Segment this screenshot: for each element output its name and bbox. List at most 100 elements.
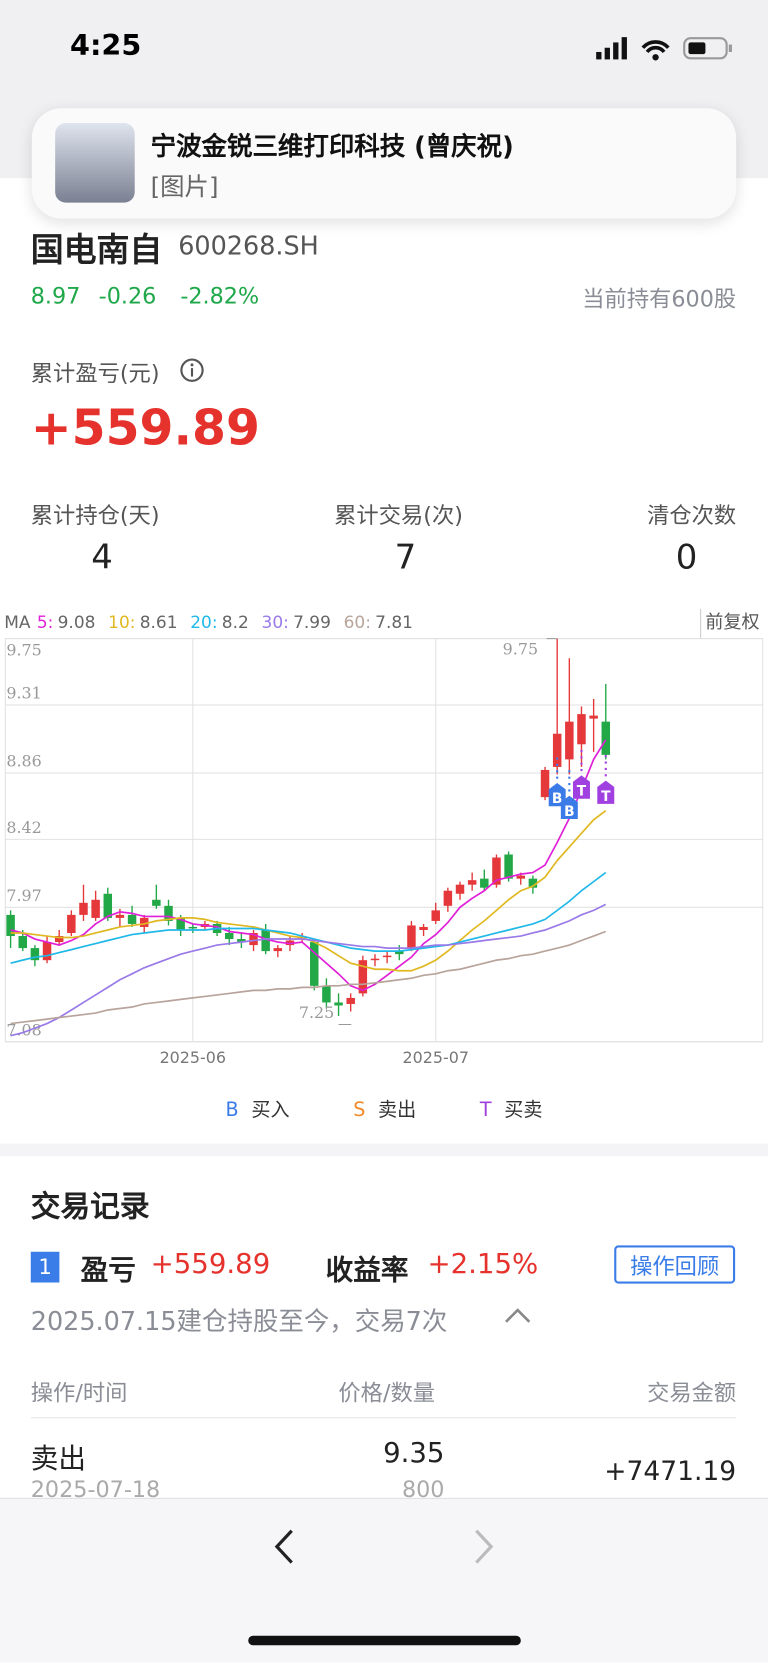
y-tick-label: 7.97	[6, 886, 41, 905]
candle-body	[249, 933, 258, 946]
y-tick-label: 9.75	[6, 641, 41, 660]
info-icon[interactable]	[179, 357, 204, 382]
ma-value: 8.61	[139, 612, 178, 633]
candle-body	[346, 997, 355, 1004]
back-button[interactable]	[271, 1528, 299, 1566]
trade-price: 9.35	[383, 1437, 445, 1470]
ma-name: 30:	[261, 612, 289, 633]
trade-index: 1	[30, 1251, 60, 1283]
stat-label: 清仓次数	[647, 502, 737, 529]
candle-body	[164, 905, 173, 921]
legend-symbol: S	[353, 1098, 366, 1122]
column-header: 操作/时间	[30, 1380, 128, 1406]
trade-mark	[597, 780, 615, 804]
column-header: 价格/数量	[338, 1380, 436, 1406]
candle-body	[407, 925, 416, 949]
ma-value: 7.99	[293, 612, 331, 633]
ma-value: 9.08	[57, 612, 96, 633]
candle-body	[115, 914, 125, 918]
candle-body	[419, 926, 428, 930]
candle-body	[431, 910, 440, 921]
low-label: 7.25	[299, 1003, 334, 1022]
holding: 当前持有600股	[582, 286, 737, 312]
candle-body	[152, 899, 161, 906]
trade-action: 卖出	[30, 1443, 86, 1476]
legend-label: 买卖	[504, 1098, 543, 1122]
trade-mark-label: T	[601, 789, 611, 805]
stat-value: 0	[675, 536, 698, 578]
candle-body	[528, 878, 538, 888]
ma-line	[10, 930, 607, 1025]
pnl-label: 累计盈亏(元)	[30, 360, 160, 387]
divider	[0, 1143, 768, 1157]
candle-body	[467, 880, 477, 885]
candle-body	[565, 721, 574, 760]
candle-body	[504, 854, 513, 879]
status-icons	[596, 37, 732, 61]
ma-legend: MA 5: 9.08 10: 8.61 20: 8.2 30: 7.99 60: 7.81	[4, 612, 421, 632]
candle-body	[577, 714, 586, 745]
candle-body	[310, 942, 319, 986]
ma-line	[10, 739, 607, 992]
review-button[interactable]: 操作回顾	[614, 1245, 736, 1284]
x-tick-label: 2025-07	[402, 1048, 468, 1067]
legend-label: 买入	[251, 1098, 290, 1122]
ma-name: 20:	[190, 612, 218, 633]
candle-body	[443, 890, 453, 906]
trade-amount: +7471.19	[604, 1455, 737, 1487]
ma-name: 60:	[343, 612, 371, 633]
stock-code: 600268.SH	[178, 231, 319, 261]
candle-body	[139, 917, 149, 927]
legend-label: 卖出	[378, 1098, 417, 1122]
ma-line	[10, 871, 607, 965]
candle-body	[334, 1002, 343, 1006]
legend-item: B 买入	[226, 1095, 290, 1123]
ma-indicator: MA	[4, 612, 31, 633]
candle-body	[261, 929, 270, 952]
candle-body	[103, 893, 113, 918]
legend-item: T 买卖	[480, 1095, 543, 1123]
adjust-button[interactable]: 前复权	[700, 608, 760, 639]
legend-symbol: T	[479, 1098, 492, 1122]
y-tick-label: 8.42	[6, 818, 41, 837]
collapse-icon[interactable]	[503, 1305, 533, 1326]
candle-body	[30, 948, 40, 961]
stat-value: 7	[394, 536, 417, 578]
trade-summary: 2025.07.15建仓持股至今，交易7次	[30, 1306, 448, 1337]
y-tick-label: 8.86	[6, 752, 41, 771]
stock-change-pct: -2.82%	[180, 283, 260, 309]
section-title: 交易记录	[30, 1189, 150, 1225]
candle-body	[455, 884, 465, 894]
ma-name: 10:	[108, 612, 136, 633]
notification-title: 宁波金锐三维打印科技 (曾庆祝)	[150, 131, 514, 162]
stock-name: 国电南自	[30, 231, 163, 270]
candle-body	[589, 715, 598, 719]
candle-body	[42, 942, 52, 961]
candle-body	[91, 899, 100, 918]
y-tick-label: 9.31	[6, 684, 41, 703]
stat-label: 累计持仓(天)	[30, 502, 160, 529]
ma-line	[10, 903, 607, 1037]
candle-body	[188, 926, 198, 929]
stat-label: 累计交易(次)	[334, 502, 463, 529]
notification[interactable]	[31, 108, 737, 219]
candle-body	[127, 914, 137, 924]
legend-symbol: B	[225, 1098, 239, 1122]
ma-name: 5:	[36, 612, 54, 633]
candle-body	[67, 914, 76, 934]
notification-body: [图片]	[150, 173, 219, 202]
candle-body	[237, 939, 246, 943]
legend-item: S 卖出	[353, 1095, 416, 1123]
candle-body	[516, 875, 525, 879]
high-label: 9.75	[503, 640, 538, 659]
ma-value: 7.81	[375, 612, 413, 633]
trade-legend: B 买入 S 卖出 T 买卖	[0, 1095, 768, 1123]
stock-change: -0.26	[98, 283, 157, 309]
candle-body	[370, 958, 380, 961]
trade-mark-label: B	[552, 791, 563, 807]
forward-button[interactable]	[470, 1528, 498, 1566]
candle-body	[492, 857, 501, 885]
